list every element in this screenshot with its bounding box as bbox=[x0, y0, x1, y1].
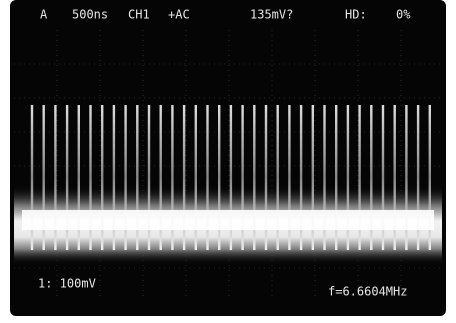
screen bbox=[10, 0, 446, 316]
measurement: 135mV? bbox=[250, 8, 293, 22]
coupling: +AC bbox=[168, 8, 190, 22]
frequency: f=6.6604MHz bbox=[328, 285, 407, 299]
hd-value: 0% bbox=[396, 8, 411, 22]
scale: 1: 100mV bbox=[38, 277, 96, 291]
channel: CH1 bbox=[128, 8, 150, 22]
timebase: 500ns bbox=[72, 8, 108, 22]
channel-label: A bbox=[40, 8, 48, 22]
hd-label: HD: bbox=[345, 8, 367, 22]
signal-core bbox=[22, 210, 434, 230]
page: A 500ns CH1 +AC 135mV? HD: 0% 1: 100mV f… bbox=[0, 0, 456, 323]
scope-screen: A 500ns CH1 +AC 135mV? HD: 0% 1: 100mV f… bbox=[0, 0, 456, 323]
